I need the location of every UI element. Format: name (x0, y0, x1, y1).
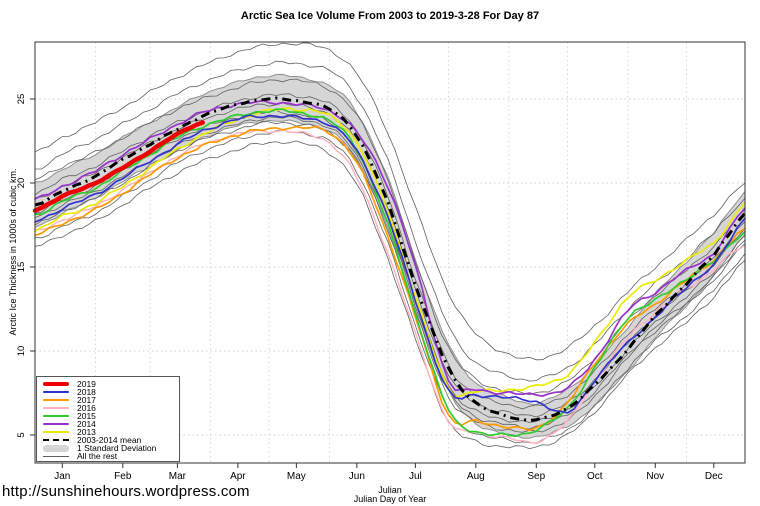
series-swatch-2013 (43, 431, 69, 433)
legend: 2019 2018 2017 2016 2015 2014 2013 2003-2014 me… (36, 376, 180, 462)
legend-item-2003-2014-mean: 2003-2014 mean (43, 436, 177, 444)
x-tick-label: Aug (467, 471, 485, 482)
y-tick-label: 25 (16, 94, 27, 105)
series-line-2015 (34, 108, 746, 438)
plot-frame (34, 41, 746, 464)
series-line-2019 (32, 120, 205, 213)
legend-item-2017: 2017 (43, 396, 177, 404)
legend-label: 2018 (77, 387, 96, 397)
x-tick-label: Nov (646, 471, 664, 482)
stddev-band-swatch (43, 444, 69, 452)
series-line-2018 (34, 114, 746, 414)
x-tick-label: Oct (587, 471, 603, 482)
chart-title: Arctic Sea Ice Volume From 2003 to 2019-… (240, 10, 540, 22)
series-line-2017 (34, 125, 746, 432)
series-swatch-2016 (43, 407, 69, 409)
y-tick-label: 15 (16, 262, 27, 273)
legend-item-all-the-rest: All the rest (43, 452, 177, 460)
series-line-2014 (34, 99, 746, 397)
rest-year-line (34, 120, 746, 433)
legend-item-2019: 2019 (43, 380, 177, 388)
legend-label: 2015 (77, 411, 96, 421)
x-tick-label: Apr (230, 471, 246, 482)
mean-line (34, 96, 747, 423)
legend-label: 2014 (77, 419, 96, 429)
legend-label: 2017 (77, 395, 96, 405)
legend-item-2015: 2015 (43, 412, 177, 420)
legend-label: 2013 (77, 427, 96, 437)
series-swatch-2015 (43, 415, 69, 417)
rest-year-line (34, 129, 746, 444)
series-swatch-2018 (43, 391, 69, 393)
legend-item-2016: 2016 (43, 404, 177, 412)
legend-label: All the rest (77, 451, 118, 461)
rest-line-swatch (43, 455, 69, 457)
legend-label: 2003-2014 mean (77, 435, 142, 445)
y-tick-label: 20 (16, 178, 27, 189)
series-swatch-2014 (43, 423, 69, 425)
y-tick-label: 10 (16, 346, 27, 357)
x-tick-label: Jan (54, 471, 70, 482)
x-tick-label: Mar (169, 471, 187, 482)
legend-item-2018: 2018 (43, 388, 177, 396)
series-swatch-2019 (43, 382, 69, 386)
y-tick-label: 5 (16, 432, 27, 437)
legend-label: 2019 (77, 379, 96, 389)
x-axis-title-line1: Julian (378, 485, 402, 495)
x-tick-label: Sep (527, 471, 545, 482)
x-tick-label: Jul (409, 471, 422, 482)
legend-label: 2016 (77, 403, 96, 413)
series-line-2013 (34, 107, 746, 399)
legend-item-1-standard-deviation: 1 Standard Deviation (43, 444, 177, 452)
mean-line-swatch (43, 439, 69, 441)
series-swatch-2017 (43, 399, 69, 401)
y-axis-title: Arctic Ice Thickness in 1000s of cubic k… (8, 168, 18, 336)
x-axis-title-line2: Julian Day of Year (353, 494, 427, 504)
rest-year-line (34, 93, 746, 410)
x-tick-label: Dec (705, 471, 723, 482)
legend-item-2013: 2013 (43, 428, 177, 436)
rest-year-line (34, 140, 746, 450)
legend-item-2014: 2014 (43, 420, 177, 428)
x-tick-label: May (287, 471, 306, 482)
legend-label: 1 Standard Deviation (77, 443, 157, 453)
x-tick-label: Feb (114, 471, 132, 482)
x-tick-label: Jun (349, 471, 365, 482)
rest-year-line (34, 42, 746, 361)
source-url-link[interactable]: http://sunshinehours.wordpress.com (2, 483, 250, 500)
